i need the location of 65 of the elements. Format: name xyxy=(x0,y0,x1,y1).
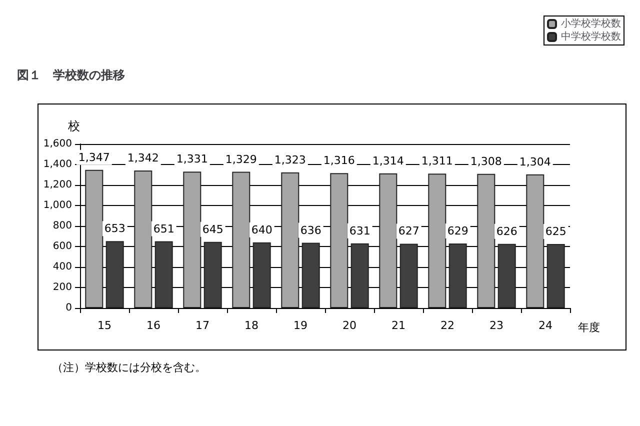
bar xyxy=(448,244,467,308)
chart-title: 図１ 学校数の推移 xyxy=(17,68,125,82)
data-label: 625 xyxy=(545,224,566,238)
bar xyxy=(400,244,418,308)
y-axis-title: 校 xyxy=(67,119,80,133)
y-tick-label: 800 xyxy=(52,220,72,232)
y-tick-label: 1,600 xyxy=(43,138,72,150)
bar xyxy=(204,242,222,308)
bar xyxy=(350,243,369,308)
y-tick-label: 400 xyxy=(52,262,72,272)
x-tick-label: 15 xyxy=(98,319,112,332)
x-tick-label: 18 xyxy=(244,319,258,332)
bar xyxy=(85,170,104,308)
data-label: 1,342 xyxy=(127,151,159,164)
bar xyxy=(106,241,124,308)
data-label: 1,329 xyxy=(225,152,257,166)
x-tick-label: 19 xyxy=(294,319,308,332)
bar xyxy=(330,173,348,308)
x-tick-label: 21 xyxy=(392,319,406,332)
bar xyxy=(498,244,516,308)
data-label: 1,331 xyxy=(176,152,208,166)
bar xyxy=(546,244,565,308)
data-label: 629 xyxy=(447,224,468,238)
y-tick-label: 200 xyxy=(52,282,72,293)
data-label: 1,304 xyxy=(519,155,551,168)
data-label: 627 xyxy=(398,224,420,238)
y-tick-label: 600 xyxy=(52,241,72,252)
x-axis-title: 年度 xyxy=(578,321,600,334)
x-tick-label: 24 xyxy=(538,319,552,332)
bar xyxy=(232,172,250,308)
bar xyxy=(134,170,152,308)
x-tick-label: 17 xyxy=(196,319,210,332)
y-tick-label: 1,200 xyxy=(43,180,72,190)
data-label: 1,314 xyxy=(372,154,404,168)
data-label: 1,347 xyxy=(78,150,110,164)
bar xyxy=(302,242,320,308)
legend-label: 小学校学校数 xyxy=(561,18,621,30)
data-label: 645 xyxy=(202,222,224,236)
data-label: 1,311 xyxy=(421,154,453,168)
y-tick-label: 1,400 xyxy=(43,159,72,170)
x-tick-label: 20 xyxy=(342,319,356,332)
data-label: 1,323 xyxy=(274,153,306,166)
y-tick-label: 0 xyxy=(66,302,72,314)
data-label: 631 xyxy=(349,224,370,238)
bar xyxy=(477,174,496,308)
data-label: 640 xyxy=(251,223,272,236)
x-tick-label: 22 xyxy=(440,319,454,332)
data-label: 653 xyxy=(104,222,126,236)
text: （注）学校数には分校を含む。 xyxy=(52,361,206,374)
bar xyxy=(379,173,398,308)
bar xyxy=(428,174,446,308)
y-tick-label: 1,000 xyxy=(43,200,72,211)
data-label: 651 xyxy=(153,222,174,236)
bar xyxy=(183,172,202,308)
data-label: 636 xyxy=(300,224,322,237)
x-tick-label: 16 xyxy=(146,319,160,332)
data-label: 1,308 xyxy=(470,154,502,168)
data-label: 626 xyxy=(496,224,518,238)
data-label: 1,316 xyxy=(323,154,355,168)
bar xyxy=(252,242,271,308)
legend-label: 中学校学校数 xyxy=(561,30,621,42)
bar xyxy=(154,241,173,308)
bar xyxy=(281,172,300,308)
x-tick-label: 23 xyxy=(490,319,504,332)
bar xyxy=(526,174,544,308)
